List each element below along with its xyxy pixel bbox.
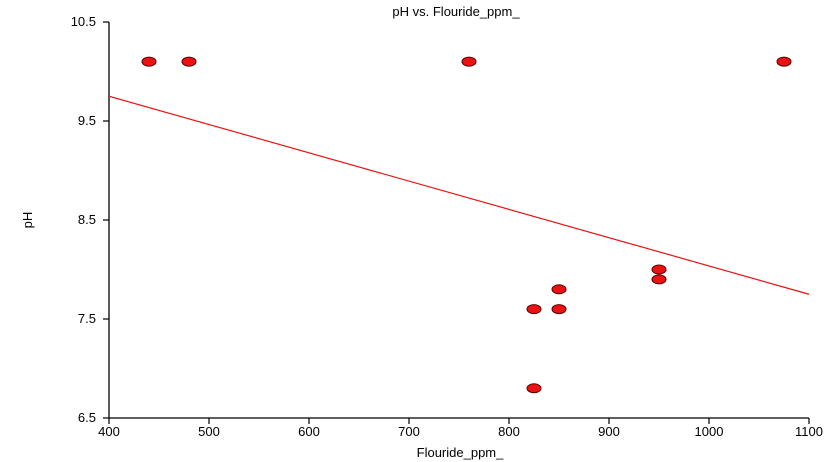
scatter-point: [651, 264, 667, 275]
y-tick-label: 9.5: [78, 113, 96, 128]
y-tick-label: 7.5: [78, 311, 96, 326]
y-axis-ticks: 6.5 7.5 8.5 9.5 10.5: [71, 14, 109, 425]
x-tick-label: 700: [398, 424, 420, 439]
scatter-point: [181, 56, 197, 67]
y-tick-label: 6.5: [78, 410, 96, 425]
x-tick-label: 800: [498, 424, 520, 439]
scatter-point: [526, 383, 542, 394]
x-tick-label: 1100: [795, 424, 823, 439]
x-axis-label: Flouride_ppm_: [417, 445, 504, 460]
y-tick-label: 8.5: [78, 212, 96, 227]
y-tick-label: 10.5: [71, 14, 96, 29]
scatter-point: [776, 56, 792, 67]
x-tick-label: 500: [198, 424, 220, 439]
trendline: [108, 95, 810, 295]
x-tick-label: 1000: [695, 424, 724, 439]
scatter-point: [551, 304, 567, 315]
x-tick-label: 400: [98, 424, 120, 439]
x-tick-label: 600: [298, 424, 320, 439]
scatter-point: [551, 284, 567, 295]
chart-title: pH vs. Flouride_ppm_: [392, 4, 520, 19]
scatter-point: [141, 56, 157, 67]
x-tick-label: 900: [598, 424, 620, 439]
data-points: [141, 56, 792, 394]
scatter-point: [651, 274, 667, 285]
x-axis-ticks: 400 500 600 700 800 900 1000 1100: [98, 418, 823, 439]
scatter-point: [526, 304, 542, 315]
scatter-point: [461, 56, 477, 67]
y-axis-label: pH: [20, 212, 35, 229]
